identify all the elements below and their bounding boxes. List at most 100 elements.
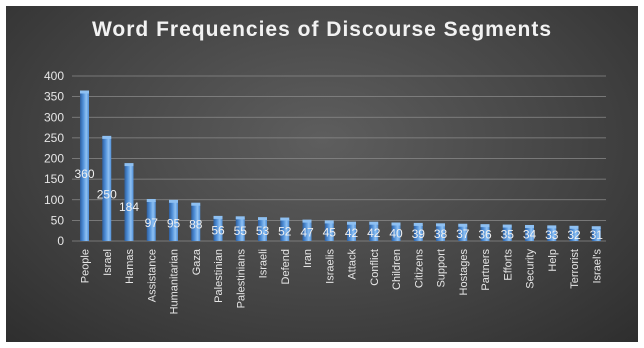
bar-cap-security — [525, 224, 534, 228]
x-category-label-defend: Defend — [280, 249, 292, 284]
bar-cap-citizens — [413, 222, 423, 226]
data-label-citizens: 39 — [412, 227, 426, 241]
bar-cap-assistance — [146, 198, 156, 202]
bar-efforts — [502, 226, 512, 241]
x-category-label-gaza: Gaza — [191, 248, 203, 275]
data-label-partners: 36 — [478, 227, 492, 241]
data-label-defend: 52 — [278, 224, 292, 238]
bar-terrorist — [569, 227, 579, 241]
bar-cap-people — [80, 90, 89, 94]
chart-title: Word Frequencies of Discourse Segments — [91, 18, 553, 41]
bar-chart: 0 50 100 150 200 250 300 350 400 360 People 250 Isra… — [44, 69, 606, 314]
x-category-label-children: Children — [391, 249, 403, 290]
bar-cap-palestinian — [213, 215, 223, 219]
bar-cap-efforts — [502, 224, 512, 228]
y-tick-label-300: 300 — [44, 110, 64, 124]
x-category-label-support: Support — [436, 249, 448, 288]
bar-cap-israel — [102, 135, 112, 139]
bar-cap-iran — [302, 219, 312, 223]
data-label-palestinian: 56 — [211, 224, 225, 238]
y-tick-label-50: 50 — [51, 213, 65, 227]
bar-cap-partners — [480, 224, 490, 228]
x-category-label-attack: Attack — [347, 249, 359, 280]
data-label-palestinians: 55 — [234, 224, 248, 238]
bar-cap-israelis — [324, 220, 334, 224]
x-category-label-humanitarian: Humanitarian — [169, 249, 181, 314]
bar-cap-defend — [280, 217, 290, 221]
x-category-label-citizens: Citizens — [413, 249, 425, 289]
data-label-hostages: 37 — [456, 227, 470, 241]
data-label-people: 360 — [74, 167, 94, 181]
bar-iran — [302, 221, 312, 241]
bar-israel-s — [591, 228, 601, 241]
bar-cap-hostages — [458, 223, 468, 227]
bar-conflict — [369, 223, 379, 241]
bar-palestinian — [213, 217, 223, 241]
bar-defend — [280, 219, 290, 241]
data-label-attack: 42 — [345, 226, 359, 240]
data-label-humanitarian: 95 — [167, 216, 181, 230]
bar-security — [525, 226, 534, 241]
bar-support — [436, 225, 445, 241]
x-category-label-security: Security — [525, 249, 537, 289]
data-label-children: 40 — [389, 227, 403, 241]
bar-israelis — [324, 222, 334, 241]
bar-cap-gaza — [191, 202, 201, 206]
x-category-label-efforts: Efforts — [502, 249, 514, 281]
chart-frame: Word Frequencies of Discourse Segments 0… — [6, 6, 638, 342]
bar-cap-conflict — [369, 221, 379, 225]
data-label-israeli: 53 — [256, 224, 270, 238]
bar-cap-attack — [347, 221, 356, 225]
data-label-iran: 47 — [300, 225, 314, 239]
x-category-label-israeli: Israeli — [258, 249, 270, 278]
bar-cap-humanitarian — [169, 199, 178, 203]
x-category-label-iran: Iran — [302, 249, 314, 268]
bar-assistance — [146, 200, 156, 241]
data-label-efforts: 35 — [501, 228, 515, 242]
x-category-label-terrorist: Terrorist — [569, 249, 581, 289]
x-category-label-partners: Partners — [480, 249, 492, 291]
bar-citizens — [413, 224, 423, 241]
data-label-support: 38 — [434, 227, 448, 241]
y-tick-label-0: 0 — [57, 234, 64, 248]
bar-hostages — [458, 225, 468, 241]
bar-partners — [480, 226, 490, 241]
y-tick-label-100: 100 — [44, 193, 64, 207]
x-category-label-israel: Israel — [102, 249, 114, 276]
x-category-label-people: People — [80, 249, 92, 283]
bar-cap-israel-s — [591, 226, 601, 230]
y-tick-label-200: 200 — [44, 152, 64, 166]
bar-israeli — [258, 219, 267, 241]
bar-palestinians — [235, 218, 245, 241]
data-label-gaza: 88 — [189, 218, 203, 232]
x-category-label-help: Help — [547, 249, 559, 272]
data-label-israel-s: 31 — [590, 228, 604, 242]
bar-attack — [347, 223, 356, 241]
bar-cap-help — [547, 225, 557, 229]
data-label-hamas: 184 — [119, 200, 139, 214]
data-label-help: 33 — [545, 228, 559, 242]
x-category-label-hostages: Hostages — [458, 249, 470, 296]
data-label-conflict: 42 — [367, 226, 381, 240]
x-category-label-palestinian: Palestinian — [213, 249, 225, 303]
bar-cap-children — [391, 222, 401, 226]
bar-gaza — [191, 204, 201, 241]
bar-israel — [102, 137, 112, 241]
x-category-label-palestinians: Palestinians — [235, 249, 247, 309]
bar-help — [547, 227, 557, 241]
bar-people — [80, 92, 89, 241]
y-tick-label-350: 350 — [44, 90, 64, 104]
bar-cap-israeli — [258, 217, 267, 221]
bar-cap-hamas — [124, 163, 134, 167]
x-category-label-israel-s: Israel's — [591, 249, 603, 284]
y-tick-label-150: 150 — [44, 172, 64, 186]
bar-children — [391, 224, 401, 241]
data-label-terrorist: 32 — [567, 228, 581, 242]
x-category-label-conflict: Conflict — [369, 249, 381, 286]
x-category-label-assistance: Assistance — [146, 249, 158, 302]
y-tick-label-400: 400 — [44, 69, 64, 83]
data-label-israelis: 45 — [323, 226, 337, 240]
bar-cap-terrorist — [569, 225, 579, 229]
y-tick-label-250: 250 — [44, 131, 64, 145]
data-label-assistance: 97 — [145, 216, 159, 230]
